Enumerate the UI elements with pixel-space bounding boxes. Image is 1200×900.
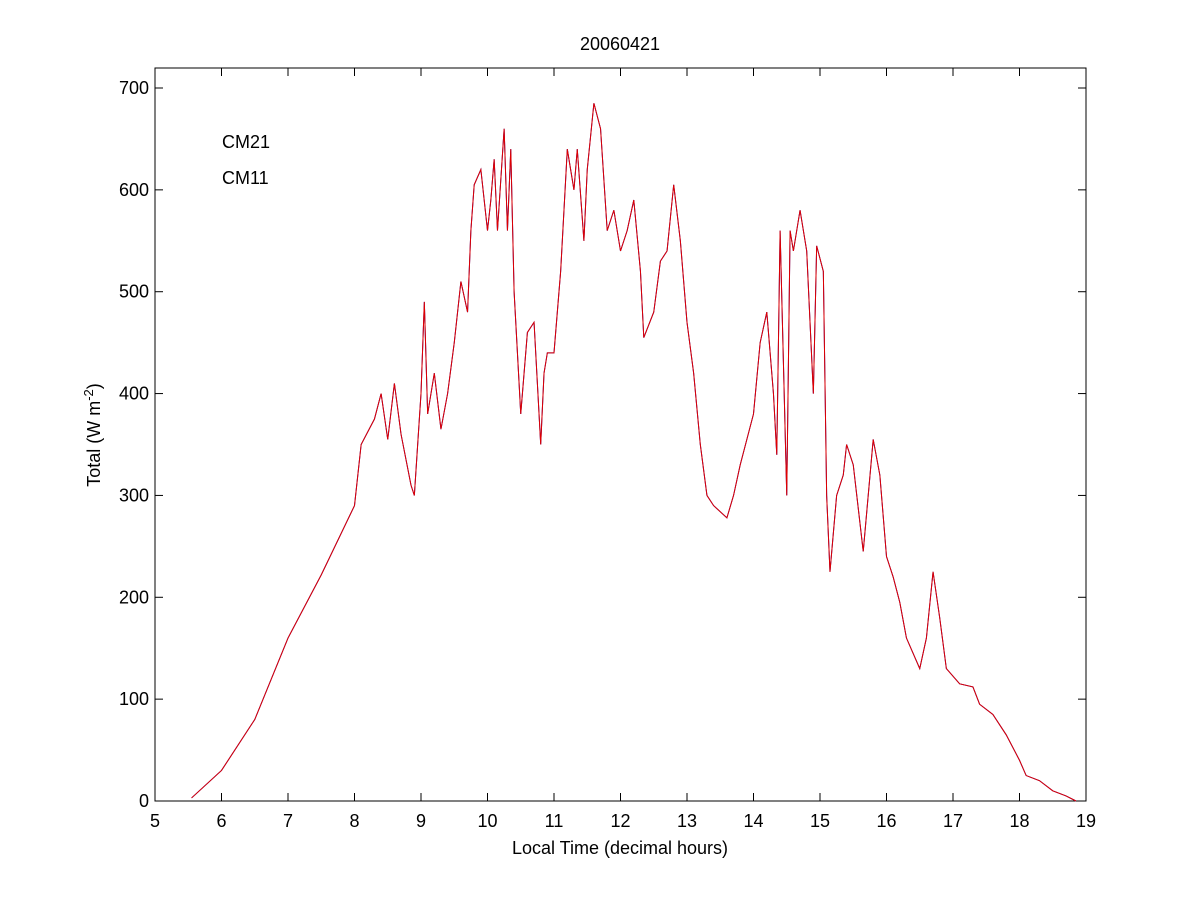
legend-entry: CM11 bbox=[222, 168, 269, 188]
y-tick-label: 300 bbox=[119, 485, 149, 505]
series-line bbox=[191, 103, 1077, 802]
plot-frame bbox=[154, 67, 1087, 802]
x-tick-label: 9 bbox=[416, 811, 426, 831]
x-tick-label: 18 bbox=[1009, 811, 1029, 831]
x-tick-label: 13 bbox=[677, 811, 697, 831]
y-tick-label: 500 bbox=[119, 282, 149, 302]
x-tick-label: 8 bbox=[349, 811, 359, 831]
y-tick-label: 100 bbox=[119, 689, 149, 709]
x-tick-label: 5 bbox=[150, 811, 160, 831]
x-tick-label: 14 bbox=[743, 811, 763, 831]
x-tick-label: 16 bbox=[876, 811, 896, 831]
y-axis-label-text: Total (W m bbox=[84, 401, 104, 487]
y-axis-label-suffix: ) bbox=[84, 383, 104, 389]
x-tick-label: 15 bbox=[810, 811, 830, 831]
y-tick-label: 200 bbox=[119, 587, 149, 607]
x-tick-label: 11 bbox=[545, 811, 564, 831]
y-tick-label: 600 bbox=[119, 180, 149, 200]
x-axis-label: Local Time (decimal hours) bbox=[512, 838, 728, 858]
y-axis-label-sup: -2 bbox=[81, 389, 96, 401]
y-tick-label: 400 bbox=[119, 384, 149, 404]
x-tick-label: 7 bbox=[283, 811, 293, 831]
x-tick-label: 6 bbox=[216, 811, 226, 831]
x-tick-label: 17 bbox=[943, 811, 963, 831]
chart-title: 20060421 bbox=[580, 34, 660, 54]
y-tick-label: 700 bbox=[119, 78, 149, 98]
x-tick-label: 19 bbox=[1076, 811, 1096, 831]
legend-entry: CM21 bbox=[222, 132, 270, 152]
y-axis-label: Total (W m-2) bbox=[81, 383, 104, 487]
y-tick-label: 0 bbox=[139, 791, 149, 811]
x-tick-label: 12 bbox=[610, 811, 630, 831]
x-tick-label: 10 bbox=[477, 811, 497, 831]
